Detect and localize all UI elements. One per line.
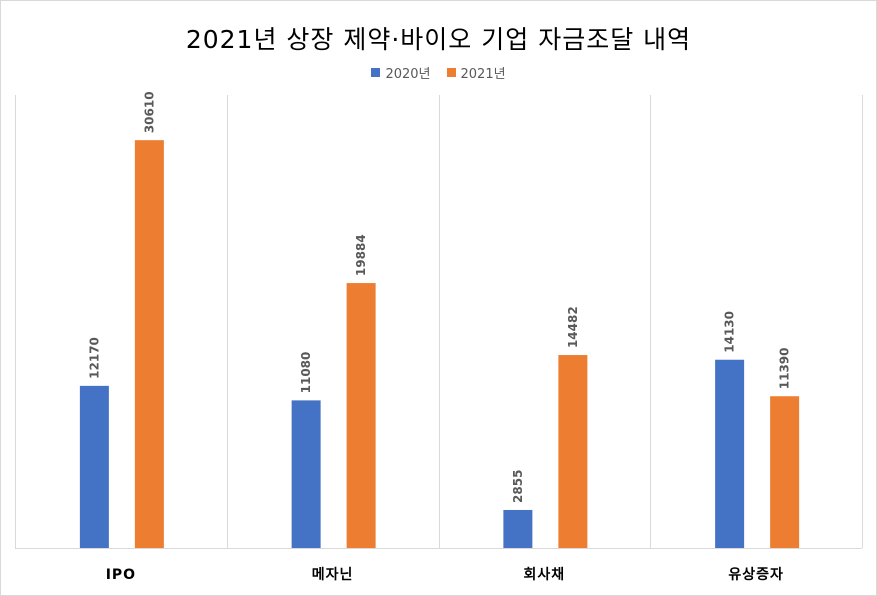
data-label: 2855 xyxy=(511,470,525,503)
category-label: 회사채 xyxy=(524,567,566,583)
legend-label-2021: 2021년 xyxy=(460,67,506,82)
legend-swatch-2020 xyxy=(371,68,381,77)
category-label: 유상증자 xyxy=(728,567,784,583)
legend-swatch-2021 xyxy=(446,68,456,77)
bar-2020 xyxy=(291,400,321,548)
bar-2021 xyxy=(770,396,800,548)
legend-item-2020: 2020년 xyxy=(371,63,431,82)
category-label: IPO xyxy=(106,567,136,583)
legend-item-2021: 2021년 xyxy=(446,63,506,82)
bar-2021 xyxy=(346,283,376,548)
chart-title: 2021년 상장 제약·바이오 기업 자금조달 내역 xyxy=(185,25,692,54)
bar-2021 xyxy=(134,140,164,549)
category-label: 메자닌 xyxy=(312,567,354,583)
data-label: 11080 xyxy=(299,352,313,394)
legend: 2020년 2021년 xyxy=(0,63,877,82)
bar-2020 xyxy=(715,359,745,548)
bar-2020 xyxy=(79,385,109,548)
data-label: 12170 xyxy=(87,337,101,379)
data-label: 30610 xyxy=(142,91,156,133)
legend-label-2020: 2020년 xyxy=(385,67,431,82)
data-label: 14130 xyxy=(723,311,737,353)
data-label: 11390 xyxy=(778,347,792,389)
bar-2021 xyxy=(558,355,588,548)
data-label: 14482 xyxy=(566,306,580,348)
data-label: 19884 xyxy=(354,234,368,276)
bar-2020 xyxy=(503,509,533,548)
